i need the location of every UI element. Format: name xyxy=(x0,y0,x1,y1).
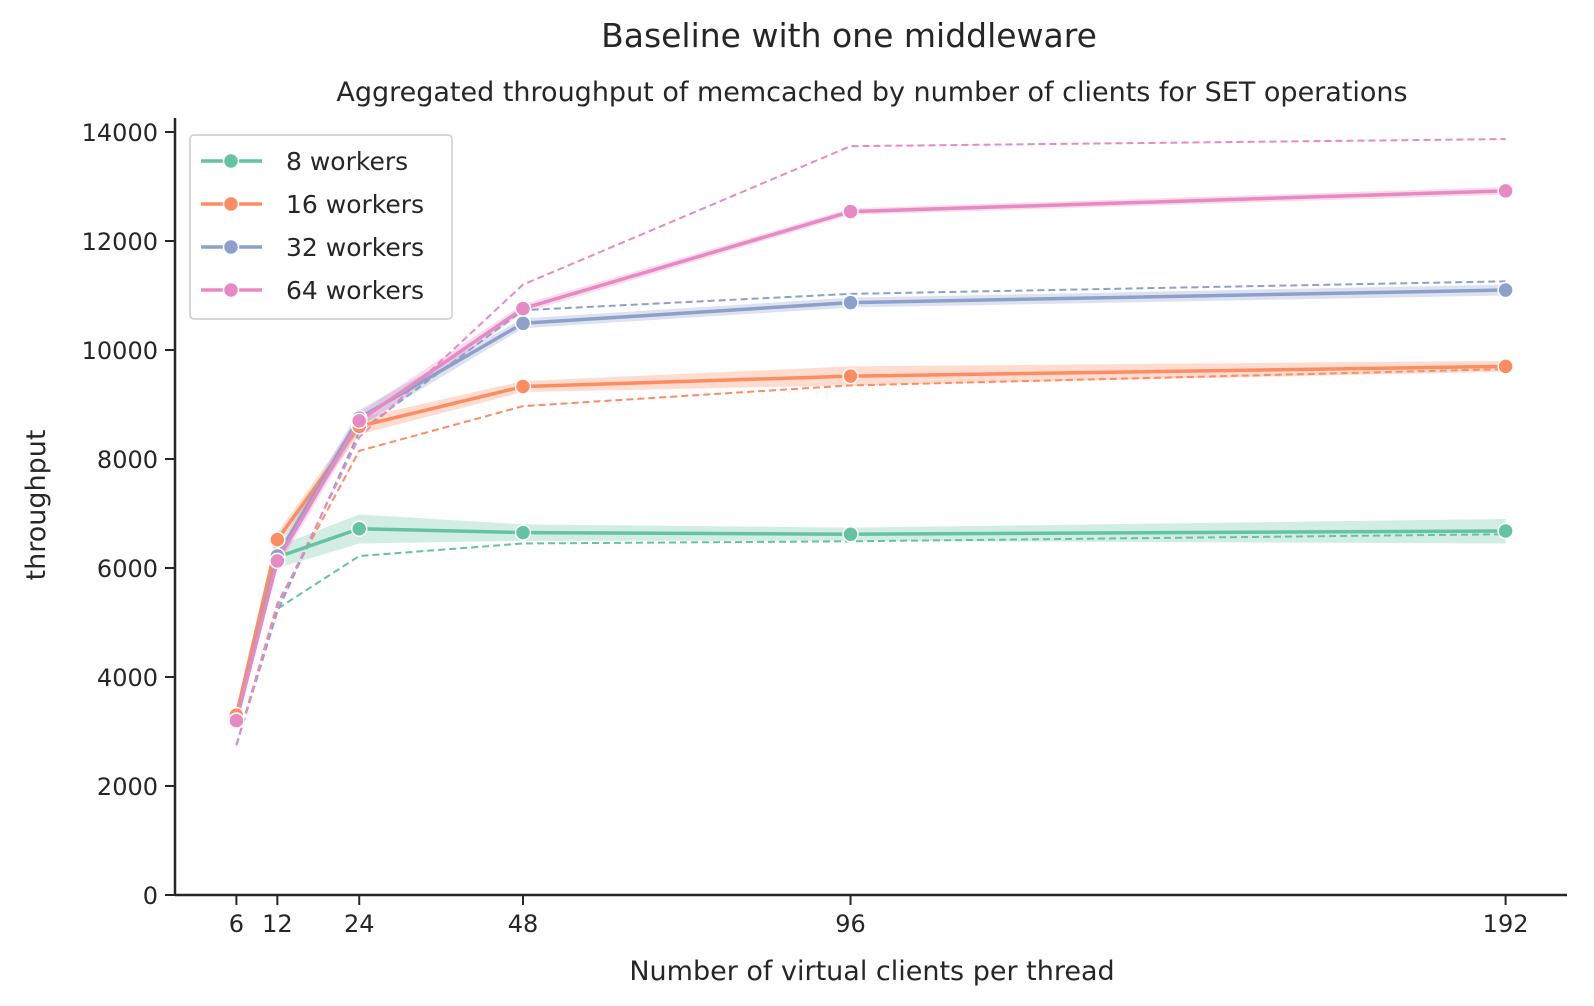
confidence-band-1 xyxy=(236,514,1506,724)
data-point xyxy=(1497,182,1514,200)
data-point xyxy=(269,531,286,548)
legend: 8 workers 16 workers 32 workers 64 workers xyxy=(189,134,453,320)
legend-marker xyxy=(222,238,240,256)
figure-suptitle: Baseline with one middleware xyxy=(601,16,1097,55)
confidence-band-3 xyxy=(236,284,1506,727)
data-point xyxy=(1497,358,1514,375)
x-tick-label: 24 xyxy=(344,910,375,938)
legend-label: 16 workers xyxy=(286,190,424,219)
y-tick-label: 10000 xyxy=(82,337,158,365)
data-point xyxy=(350,412,368,430)
data-point xyxy=(842,203,859,220)
x-tick-label: 12 xyxy=(262,910,293,938)
data-point xyxy=(514,300,532,317)
data-point xyxy=(842,525,859,543)
axes: 0 2000 4000 6000 8000 10000 12000 14000 6 12 24 48… xyxy=(82,118,1567,938)
x-axis-label: Number of virtual clients per thread xyxy=(629,956,1114,987)
plot-area xyxy=(228,138,1514,746)
y-tick-label: 8000 xyxy=(97,446,158,474)
legend-items: 8 workers 16 workers 32 workers 64 workers xyxy=(201,147,424,305)
series-markers xyxy=(228,182,1514,729)
y-tick-label: 0 xyxy=(143,882,158,910)
data-point xyxy=(514,524,532,541)
data-point xyxy=(842,367,859,385)
data-point xyxy=(842,294,859,311)
x-tick-label: 192 xyxy=(1483,910,1529,938)
x-tick-label: 48 xyxy=(508,910,539,938)
x-ticks: 6 12 24 48 96 192 xyxy=(229,895,1529,938)
dashed-line-1 xyxy=(235,533,1506,746)
legend-label: 8 workers xyxy=(286,147,408,176)
dashed-line-2 xyxy=(235,368,1506,746)
y-tick-label: 14000 xyxy=(82,119,158,147)
y-axis-label: throughput xyxy=(21,430,52,581)
data-point xyxy=(350,520,368,538)
data-point xyxy=(269,552,286,570)
dashed-line-4 xyxy=(235,138,1506,746)
data-point xyxy=(228,712,245,729)
x-tick-label: 96 xyxy=(835,910,866,938)
data-point xyxy=(1497,281,1514,299)
y-tick-label: 2000 xyxy=(97,773,158,801)
y-tick-label: 4000 xyxy=(97,664,158,692)
legend-marker xyxy=(222,281,240,299)
data-point xyxy=(514,378,532,395)
legend-marker xyxy=(222,195,240,213)
legend-label: 64 workers xyxy=(286,276,424,305)
chart-title: Aggregated throughput of memcached by nu… xyxy=(336,77,1407,108)
legend-marker xyxy=(222,152,240,170)
x-tick-label: 6 xyxy=(229,910,244,938)
legend-frame xyxy=(189,134,453,320)
series-line-3 xyxy=(234,288,1506,722)
series-line-2 xyxy=(234,364,1506,716)
data-point xyxy=(1497,522,1514,540)
series-line-4 xyxy=(234,189,1506,722)
dashed-series-lines xyxy=(235,138,1506,746)
series-lines xyxy=(234,189,1506,722)
y-tick-label: 6000 xyxy=(97,555,158,583)
data-point xyxy=(514,315,532,332)
dashed-line-3 xyxy=(235,280,1506,746)
legend-label: 32 workers xyxy=(286,233,424,262)
series-line-1 xyxy=(234,527,1506,719)
y-tick-label: 12000 xyxy=(82,228,158,256)
y-ticks: 0 2000 4000 6000 8000 10000 12000 14000 xyxy=(82,119,175,910)
